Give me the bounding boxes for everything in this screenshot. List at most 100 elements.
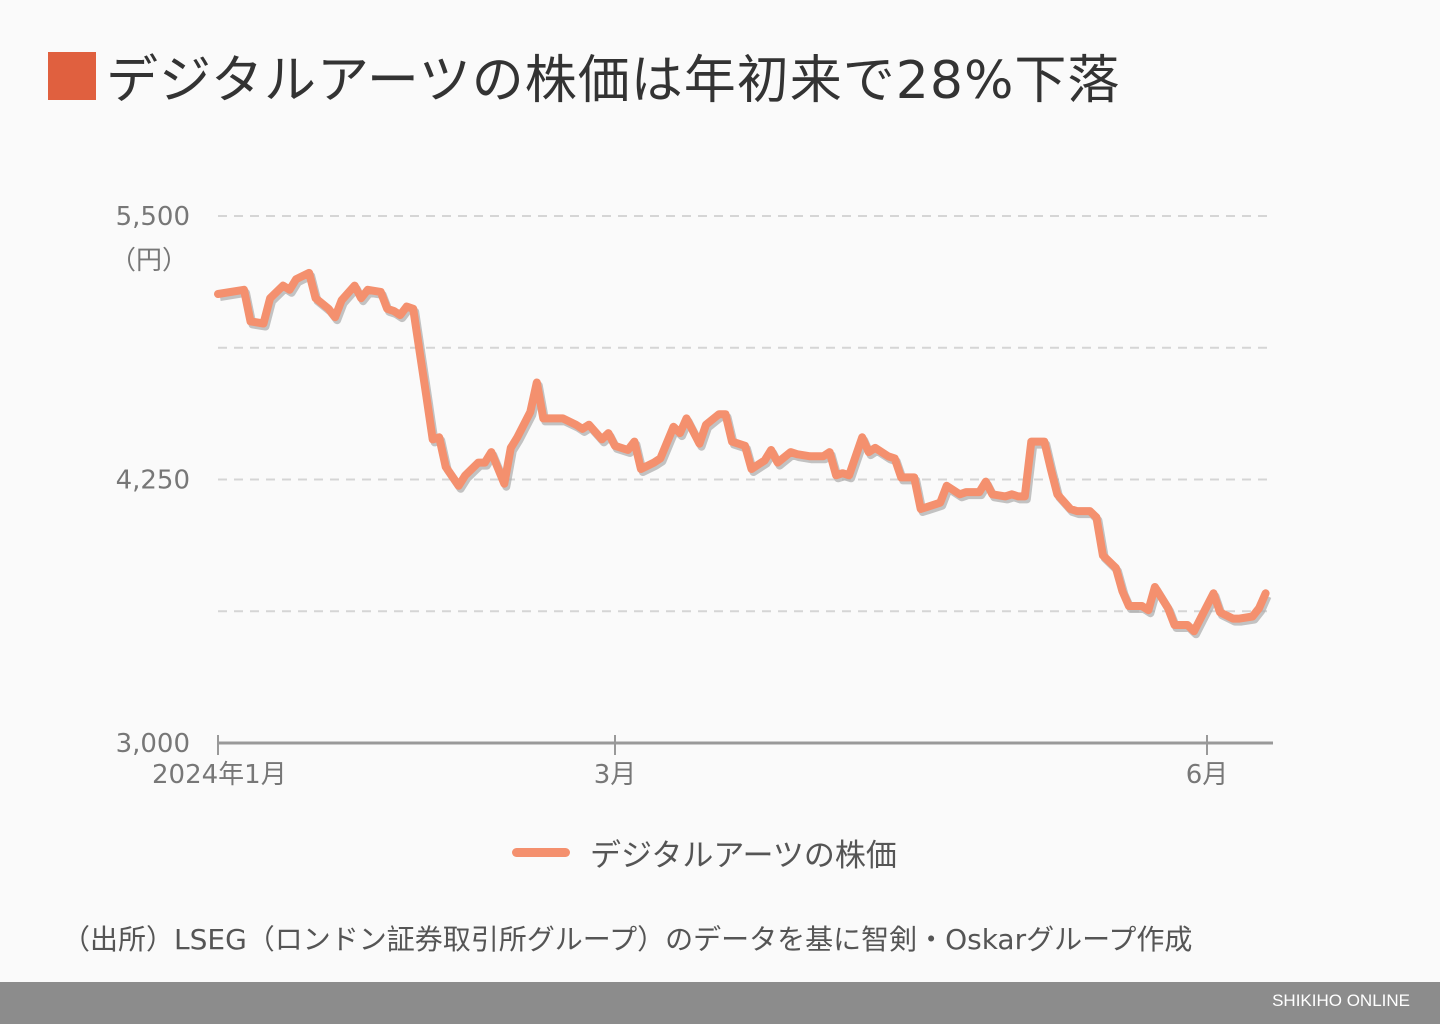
data-point: [489, 450, 494, 455]
legend-swatch: [512, 848, 570, 857]
y-tick-label: 4,250: [116, 466, 190, 496]
data-point: [834, 473, 839, 478]
data-point: [912, 475, 917, 480]
data-point: [404, 304, 409, 309]
data-point: [248, 319, 253, 324]
data-point: [1120, 589, 1125, 594]
data-point: [651, 460, 656, 465]
data-point: [430, 437, 435, 442]
data-point: [625, 447, 630, 452]
data-point: [866, 450, 871, 455]
data-point: [788, 450, 793, 455]
data-point: [307, 270, 312, 275]
data-point: [1237, 616, 1242, 621]
data-point: [378, 289, 383, 294]
data-point: [365, 287, 370, 292]
data-point: [586, 422, 591, 427]
legend-label: デジタルアーツの株価: [590, 838, 897, 874]
data-point: [1087, 509, 1092, 514]
data-point: [983, 479, 988, 484]
title-marker: [48, 51, 96, 100]
data-point: [1126, 603, 1131, 608]
data-point: [612, 443, 617, 448]
data-point: [892, 456, 897, 461]
data-point: [1048, 466, 1053, 471]
data-point: [385, 306, 390, 311]
data-point: [1003, 494, 1008, 499]
data-point: [1068, 507, 1073, 512]
y-tick-label: 3,000: [116, 729, 190, 759]
data-point: [294, 277, 299, 282]
data-point: [827, 450, 832, 455]
data-point: [599, 437, 604, 442]
data-point: [918, 507, 923, 512]
data-point: [580, 426, 585, 431]
data-point: [769, 447, 774, 452]
data-point: [743, 443, 748, 448]
data-point: [339, 298, 344, 303]
data-point: [502, 481, 507, 486]
footer-brand: SHIKIHO ONLINE: [1272, 991, 1410, 1010]
data-point: [990, 492, 995, 497]
data-point: [899, 475, 904, 480]
data-point: [938, 500, 943, 505]
data-point: [1152, 585, 1157, 590]
data-point: [1231, 616, 1236, 621]
source-note: （出所）LSEG（ロンドン証券取引所グループ）のデータを基に智剣・Oskarグル…: [62, 923, 1193, 956]
data-point: [1211, 591, 1216, 596]
data-point: [268, 296, 273, 301]
data-point: [1029, 439, 1034, 444]
data-point: [840, 471, 845, 476]
data-point: [476, 460, 481, 465]
legend: デジタルアーツの株価: [512, 830, 897, 875]
data-point: [684, 416, 689, 421]
data-point: [638, 466, 643, 471]
y-axis-unit-label: （円）: [110, 246, 188, 276]
data-point: [573, 422, 578, 427]
data-point: [534, 380, 539, 385]
data-point: [1042, 439, 1047, 444]
data-point: [1113, 566, 1118, 571]
data-point: [1263, 591, 1268, 596]
data-point: [925, 504, 930, 509]
data-point: [463, 473, 468, 478]
data-point: [697, 441, 702, 446]
data-point: [957, 492, 962, 497]
data-point: [1016, 494, 1021, 499]
data-point: [411, 306, 416, 311]
data-point: [456, 483, 461, 488]
data-point: [723, 412, 728, 417]
data-point: [261, 321, 266, 326]
data-point: [703, 422, 708, 427]
data-point: [333, 315, 338, 320]
data-point: [281, 283, 286, 288]
data-point: [1172, 622, 1177, 627]
data-point: [541, 416, 546, 421]
data-point: [717, 412, 722, 417]
data-point: [808, 454, 813, 459]
data-point: [847, 473, 852, 478]
data-point: [391, 308, 396, 313]
data-point: [1250, 614, 1255, 619]
data-point: [1139, 603, 1144, 608]
data-point: [658, 456, 663, 461]
data-point: [873, 445, 878, 450]
data-point: [1257, 606, 1262, 611]
data-point: [964, 490, 969, 495]
x-tick-label: 3月: [594, 760, 637, 790]
data-point: [352, 283, 357, 288]
data-point: [398, 313, 403, 318]
series-line: [214, 268, 1270, 636]
data-point: [508, 445, 513, 450]
footer-bar: SHIKIHO ONLINE: [0, 982, 1440, 1024]
data-point: [515, 435, 520, 440]
data-point: [528, 410, 533, 415]
data-point: [762, 458, 767, 463]
data-point: [1185, 622, 1190, 627]
data-point: [821, 454, 826, 459]
data-point: [749, 466, 754, 471]
data-point: [443, 464, 448, 469]
data-point: [677, 431, 682, 436]
data-point: [886, 454, 891, 459]
